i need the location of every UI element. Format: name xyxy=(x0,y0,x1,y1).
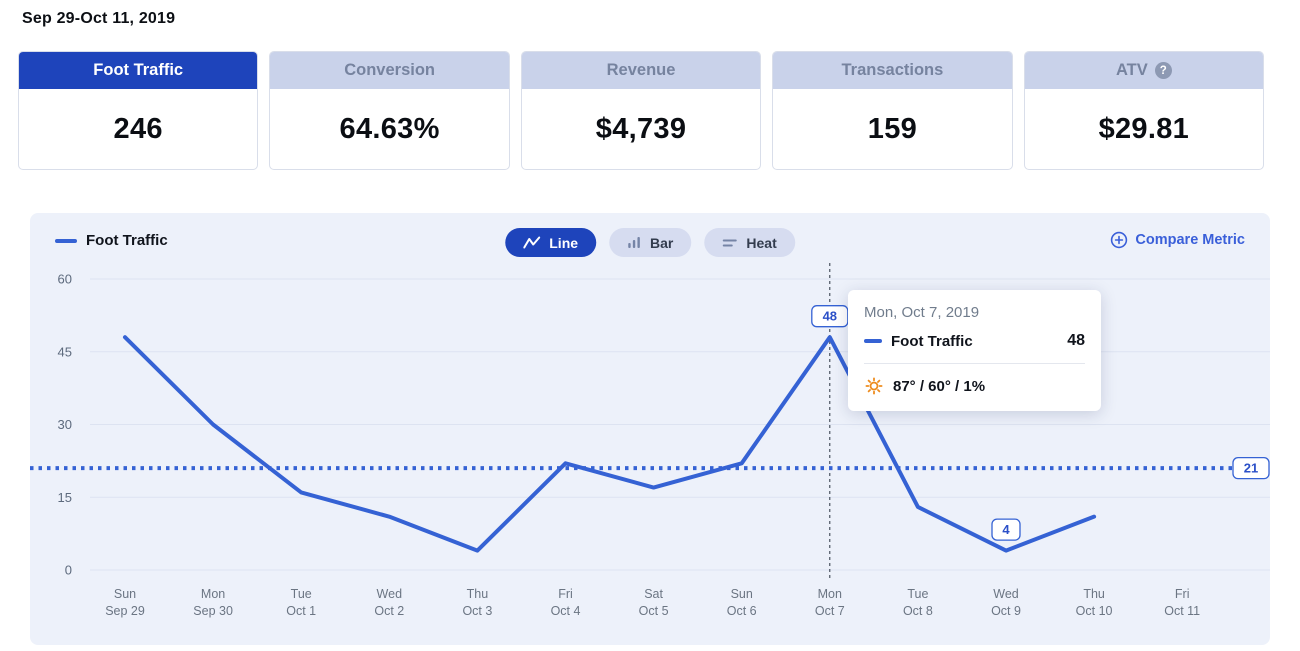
x-axis-tick-date: Oct 6 xyxy=(727,604,757,618)
x-axis-tick-day: Fri xyxy=(1175,587,1190,601)
x-axis-tick-date: Oct 1 xyxy=(286,604,316,618)
point-value-badge-label: 48 xyxy=(823,309,837,324)
toggle-label: Heat xyxy=(746,234,777,251)
toggle-line-view[interactable]: Line xyxy=(505,228,597,257)
chart-tooltip: Mon, Oct 7, 2019 Foot Traffic 48 87° / 6… xyxy=(848,290,1101,411)
metric-card-label: ATV xyxy=(1115,61,1148,79)
tooltip-date: Mon, Oct 7, 2019 xyxy=(864,304,980,321)
legend-line-swatch xyxy=(55,238,77,243)
tooltip-series-value: 48 xyxy=(1067,332,1085,349)
metric-card-value: $4,739 xyxy=(595,113,687,145)
x-axis-tick-day: Mon xyxy=(201,587,225,601)
y-axis-tick: 45 xyxy=(58,344,72,359)
metric-card-conversion[interactable]: Conversion 64.63% xyxy=(269,51,510,170)
metric-card-revenue[interactable]: Revenue $4,739 xyxy=(520,51,762,170)
chart-legend: Foot Traffic xyxy=(55,232,168,249)
x-axis-tick-date: Oct 9 xyxy=(991,604,1021,618)
help-icon[interactable]: ? xyxy=(1154,62,1172,79)
y-axis-tick: 60 xyxy=(58,272,72,287)
heat-chart-icon xyxy=(722,237,737,249)
date-range: Sep 29-Oct 11, 2019 xyxy=(22,10,176,27)
point-value-badge xyxy=(991,518,1021,541)
x-axis-tick-day: Thu xyxy=(467,587,489,601)
metric-cards-row: Foot Traffic 246 Conversion 64.63% Reven… xyxy=(18,51,1265,170)
metric-card-label: Revenue xyxy=(521,52,761,89)
y-axis-tick: 30 xyxy=(58,417,72,432)
metric-card-label: Transactions xyxy=(773,52,1012,89)
toggle-label: Line xyxy=(549,234,579,251)
metric-card-value: 64.63% xyxy=(339,113,440,145)
line-chart-icon xyxy=(523,236,541,249)
metric-card-label: Foot Traffic xyxy=(19,52,258,89)
bar-chart-icon xyxy=(627,236,641,249)
toggle-label: Bar xyxy=(650,234,674,251)
x-axis-tick-date: Sep 30 xyxy=(193,604,233,618)
metric-card-atv[interactable]: ATV ? $29.81 xyxy=(1023,51,1265,170)
y-axis-tick: 15 xyxy=(58,490,72,505)
metric-card-value: $29.81 xyxy=(1098,113,1190,145)
x-axis-tick-date: Oct 8 xyxy=(903,604,933,618)
x-axis-tick-day: Sun xyxy=(731,587,753,601)
compare-metric-button[interactable]: Compare Metric xyxy=(1110,231,1245,249)
x-axis-tick-date: Oct 5 xyxy=(639,604,669,618)
x-axis-tick-day: Wed xyxy=(377,587,403,601)
x-axis-tick-day: Tue xyxy=(291,587,312,601)
x-axis-tick-date: Oct 11 xyxy=(1164,604,1200,618)
tooltip-divider xyxy=(864,363,1085,364)
average-value-badge xyxy=(1232,456,1270,480)
x-axis-tick-day: Sun xyxy=(114,587,136,601)
x-axis-tick-day: Tue xyxy=(907,587,928,601)
x-axis-tick-day: Fri xyxy=(558,587,573,601)
foot-traffic-line[interactable] xyxy=(123,335,1097,553)
x-axis-tick-day: Thu xyxy=(1083,587,1105,601)
tooltip-series-swatch xyxy=(864,339,882,343)
point-value-badge xyxy=(811,305,849,328)
tooltip-weather-text: 87° / 60° / 1% xyxy=(893,377,986,395)
x-axis-tick-date: Oct 3 xyxy=(462,604,492,618)
toggle-heat-view[interactable]: Heat xyxy=(704,228,795,257)
compare-metric-label: Compare Metric xyxy=(1135,232,1245,248)
metric-card-transactions[interactable]: Transactions 159 xyxy=(772,51,1013,170)
foot-traffic-chart: 0 15 30 45 60 Sun Sep 29 Mon Sep 30 Tue Oct 1 Wed Oc… xyxy=(30,263,1270,618)
y-axis-tick: 0 xyxy=(65,563,72,578)
metric-card-label: Conversion xyxy=(270,52,509,89)
x-axis-tick-date: Sep 29 xyxy=(105,604,145,618)
metric-card-value: 246 xyxy=(113,113,163,145)
circle-plus-icon xyxy=(1110,231,1128,249)
x-axis-tick-day: Mon xyxy=(818,587,842,601)
sun-icon xyxy=(864,376,884,396)
x-axis-tick-day: Wed xyxy=(993,587,1019,601)
toggle-bar-view[interactable]: Bar xyxy=(609,228,692,257)
average-value-badge-label: 21 xyxy=(1244,461,1258,476)
tooltip-series-label: Foot Traffic xyxy=(891,332,973,350)
chart-panel-header: Foot Traffic Line Bar Heat xyxy=(30,228,1270,257)
x-axis-tick-date: Oct 4 xyxy=(551,604,581,618)
point-value-badge-label: 4 xyxy=(1002,522,1010,537)
x-axis-tick-date: Oct 10 xyxy=(1076,604,1113,618)
x-axis-tick-day: Sat xyxy=(644,587,663,601)
metric-card-foot-traffic[interactable]: Foot Traffic 246 xyxy=(18,51,259,170)
x-axis-tick-date: Oct 2 xyxy=(374,604,404,618)
legend-label: Foot Traffic xyxy=(86,232,168,249)
chart-view-toggles: Line Bar Heat xyxy=(505,228,795,257)
metric-card-value: 159 xyxy=(867,113,918,145)
x-axis-tick-date: Oct 7 xyxy=(815,604,845,618)
chart-panel: 0 15 30 45 60 Sun Sep 29 Mon Sep 30 Tue Oct 1 Wed Oc… xyxy=(30,213,1270,645)
